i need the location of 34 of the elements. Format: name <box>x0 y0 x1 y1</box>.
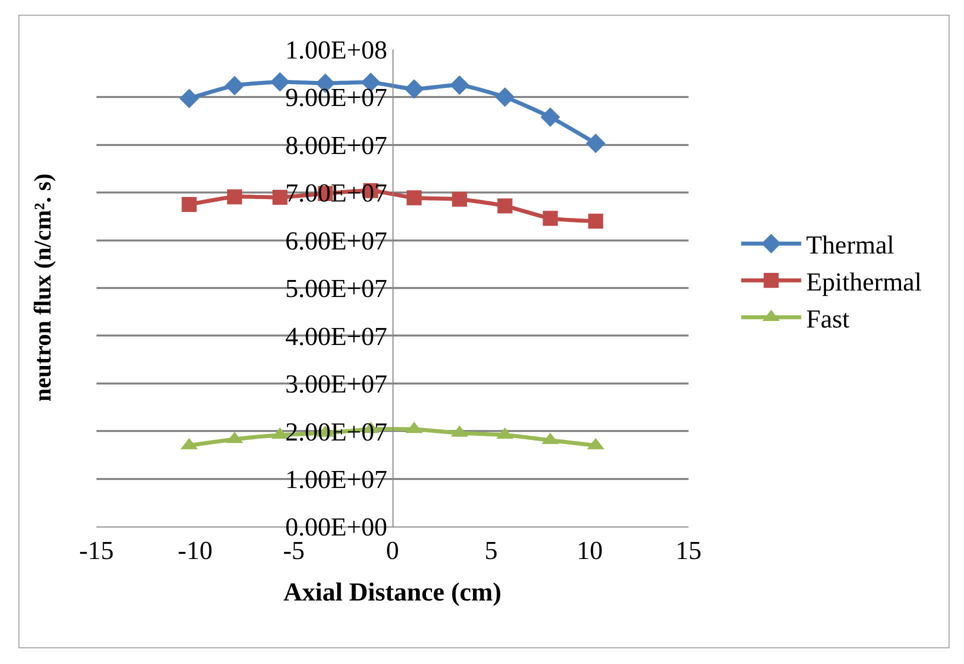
point <box>404 79 424 99</box>
x-tick-label: -15 <box>79 536 114 565</box>
y-tick-label: 4.00E+07 <box>285 322 388 351</box>
point <box>495 87 515 107</box>
point <box>224 76 244 96</box>
y-tick-label: 3.00E+07 <box>285 370 388 399</box>
point <box>586 134 606 154</box>
point <box>542 210 558 226</box>
point <box>450 75 470 95</box>
x-tick-label: 10 <box>576 536 603 565</box>
point <box>227 189 242 204</box>
y-axis-title: neutron flux (n/cm². s) <box>30 174 57 402</box>
x-tick-label: 5 <box>484 536 498 565</box>
point <box>540 107 560 127</box>
legend-label: Thermal <box>806 230 894 260</box>
y-tick-label: 5.00E+07 <box>285 274 388 304</box>
x-tick-label: 15 <box>675 536 702 565</box>
point <box>182 196 197 212</box>
point <box>588 214 604 229</box>
legend-label: Fast <box>806 304 850 334</box>
y-tick-label: 1.00E+07 <box>285 464 388 494</box>
y-tick-label: 6.00E+07 <box>285 226 388 256</box>
point <box>452 192 468 207</box>
x-axis-title: Axial Distance (cm) <box>283 577 502 606</box>
legend-label: Epithermal <box>806 268 922 297</box>
point <box>497 198 512 214</box>
y-tick-label: 1.00E+08 <box>285 35 388 64</box>
x-tick-label: -10 <box>178 536 212 565</box>
x-tick-label: 0 <box>386 536 399 565</box>
point <box>406 190 422 206</box>
point <box>179 88 199 108</box>
y-tick-label: 8.00E+07 <box>285 130 388 160</box>
y-tick-label: 9.00E+07 <box>285 83 388 112</box>
point <box>272 190 288 205</box>
